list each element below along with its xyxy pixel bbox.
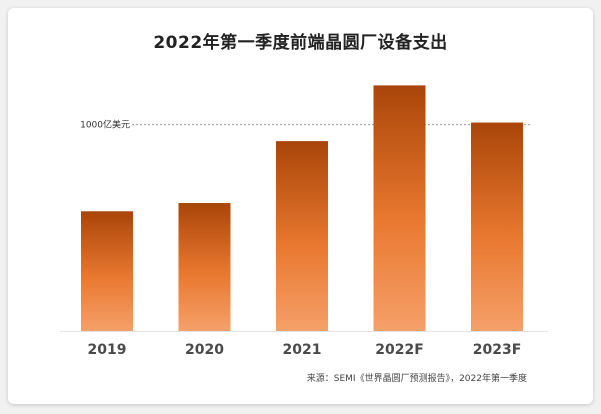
chart-card: 2022年第一季度前端晶圆厂设备支出 1000亿美元 2019 2020 2021 2… xyxy=(8,8,593,404)
x-tick-label-2019: 2019 xyxy=(88,342,127,358)
x-tick-label-2022f: 2022F xyxy=(375,342,424,358)
reference-line-label: 1000亿美元 xyxy=(80,119,130,131)
bar-2022f xyxy=(373,85,426,331)
bar-2023f xyxy=(471,122,523,331)
x-tick-label-2023f: 2023F xyxy=(473,342,522,358)
source-note: 来源：SEMI《世界晶圆厂预测报告》，2022年第一季度 xyxy=(306,374,527,384)
bar-2019 xyxy=(81,211,133,331)
bar-2020 xyxy=(178,203,231,331)
chart-title: 2022年第一季度前端晶圆厂设备支出 xyxy=(153,33,448,53)
bar-chart: 1000亿美元 2019 2020 2021 2022F 2023F xyxy=(60,85,548,358)
bar-2021 xyxy=(276,141,328,331)
x-tick-label-2020: 2020 xyxy=(185,342,224,358)
x-tick-label-2021: 2021 xyxy=(283,342,322,358)
